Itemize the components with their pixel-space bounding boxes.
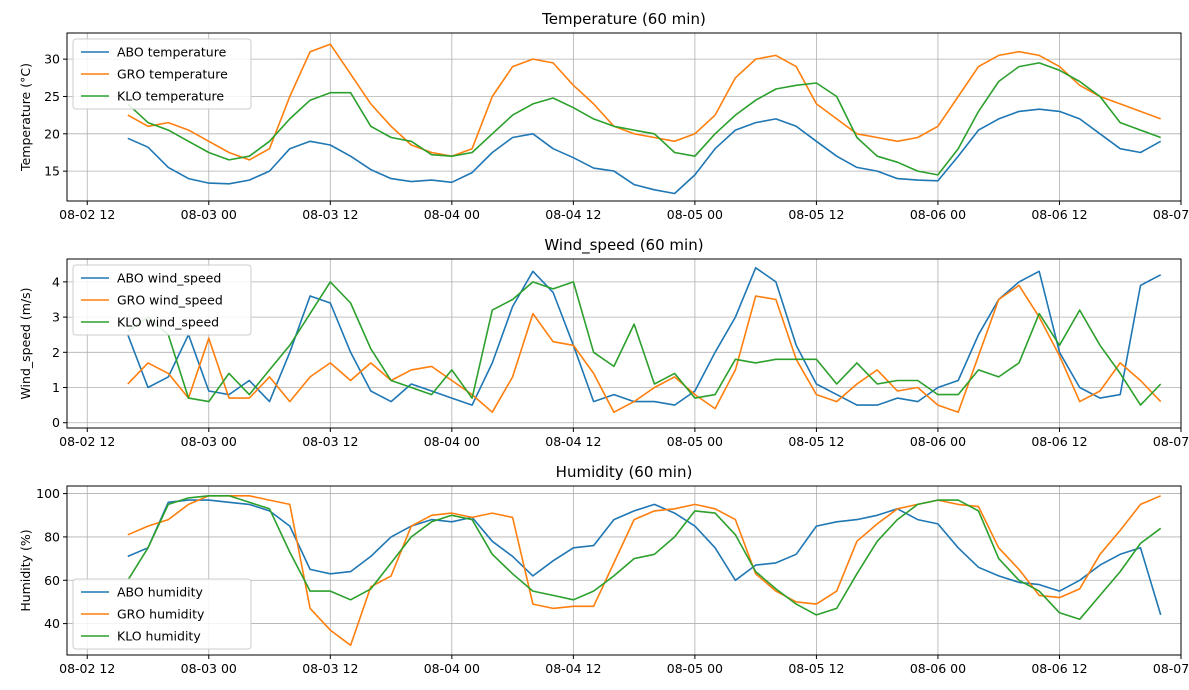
legend-label: ABO wind_speed [117,271,221,286]
series-line-gro [127,284,1162,414]
series-line-klo [127,494,1162,621]
series-line-klo [127,281,1162,406]
series-line-gro [127,43,1161,161]
legend-label: GRO humidity [117,607,205,622]
axes-frame [66,258,1182,429]
x-tick-label: 08-03 00 [181,434,237,449]
y-axis-label: Temperature (°C) [18,63,33,172]
x-tick-label: 08-06 12 [1031,434,1087,449]
legend-box [72,578,252,650]
x-tick-label: 08-06 12 [1031,207,1087,222]
x-tick-label: 08-05 12 [788,661,844,676]
legend-label: GRO temperature [117,67,228,82]
axes-frame [66,32,1182,202]
x-tick-label: 08-06 00 [910,434,966,449]
x-tick-label: 08-05 12 [788,207,844,222]
legend-label: GRO wind_speed [117,293,223,308]
x-tick-label: 08-02 12 [59,434,115,449]
legend-box [72,38,252,110]
x-tick-label: 08-06 12 [1031,661,1087,676]
y-tick-label: 30 [44,52,60,67]
axes-frame [66,485,1182,656]
x-tick-label: 08-03 00 [181,207,237,222]
legend-label: KLO wind_speed [117,315,219,330]
y-axis-label: Humidity (%) [18,529,33,611]
y-tick-label: 1 [52,380,60,395]
y-tick-label: 4 [52,274,60,289]
x-tick-label: 08-03 00 [181,661,237,676]
y-axis-label: Wind_speed (m/s) [18,287,33,399]
legend-label: ABO humidity [117,585,204,600]
legend: ABO wind_speed GRO wind_speed KLO wind_spe… [72,264,252,336]
y-tick-label: 60 [44,573,60,588]
x-tick-label: 08-07 00 [1153,434,1189,449]
x-tick-label: 08-04 00 [424,661,480,676]
chart-panel-1: 08-02 12 08-03 00 08-03 12 08-04 00 08-04 12… [18,10,1189,222]
x-tick-label: 08-05 00 [667,434,723,449]
chart-panel-3: 08-02 12 08-03 00 08-03 12 08-04 00 08-04 12… [18,463,1189,676]
x-tick-label: 08-05 00 [667,207,723,222]
y-tick-label: 80 [44,529,60,544]
y-tick-label: 100 [36,486,60,501]
x-tick-label: 08-06 00 [910,207,966,222]
y-tick-label: 15 [44,164,60,179]
legend: ABO temperature GRO temperature KLO temper… [72,38,252,110]
x-tick-label: 08-04 12 [545,661,601,676]
series-line-abo [127,266,1162,406]
legend: ABO humidity GRO humidity KLO humidity [72,578,252,650]
x-tick-label: 08-04 12 [545,434,601,449]
x-tick-label: 08-05 00 [667,661,723,676]
series-line-abo [127,499,1162,616]
x-tick-label: 08-03 12 [302,207,358,222]
x-tick-label: 08-05 12 [788,434,844,449]
y-tick-label: 20 [44,126,60,141]
legend-label: ABO temperature [117,45,227,60]
series-line-klo [127,62,1161,176]
chart-panel-2: 08-02 12 08-03 00 08-03 12 08-04 00 08-04 12… [18,236,1189,449]
x-tick-label: 08-07 00 [1153,661,1189,676]
x-tick-label: 08-04 00 [424,207,480,222]
series-line-abo [127,108,1162,195]
y-tick-label: 25 [44,89,60,104]
x-tick-label: 08-04 00 [424,434,480,449]
legend-box [72,264,252,336]
x-tick-label: 08-02 12 [59,207,115,222]
x-tick-label: 08-02 12 [59,661,115,676]
x-tick-label: 08-06 00 [910,661,966,676]
x-tick-label: 08-07 00 [1153,207,1189,222]
y-tick-label: 40 [44,616,60,631]
y-tick-label: 3 [52,310,60,325]
legend-label: KLO temperature [117,89,224,104]
chart-title: Humidity (60 min) [556,463,693,481]
chart-title: Temperature (60 min) [541,10,706,28]
legend-label: KLO humidity [117,629,201,644]
chart-title: Wind_speed (60 min) [544,236,703,255]
y-tick-label: 2 [52,345,60,360]
x-tick-label: 08-03 12 [302,661,358,676]
x-tick-label: 08-03 12 [302,434,358,449]
series-line-gro [127,494,1162,647]
x-tick-label: 08-04 12 [545,207,601,222]
y-tick-label: 0 [52,415,60,430]
